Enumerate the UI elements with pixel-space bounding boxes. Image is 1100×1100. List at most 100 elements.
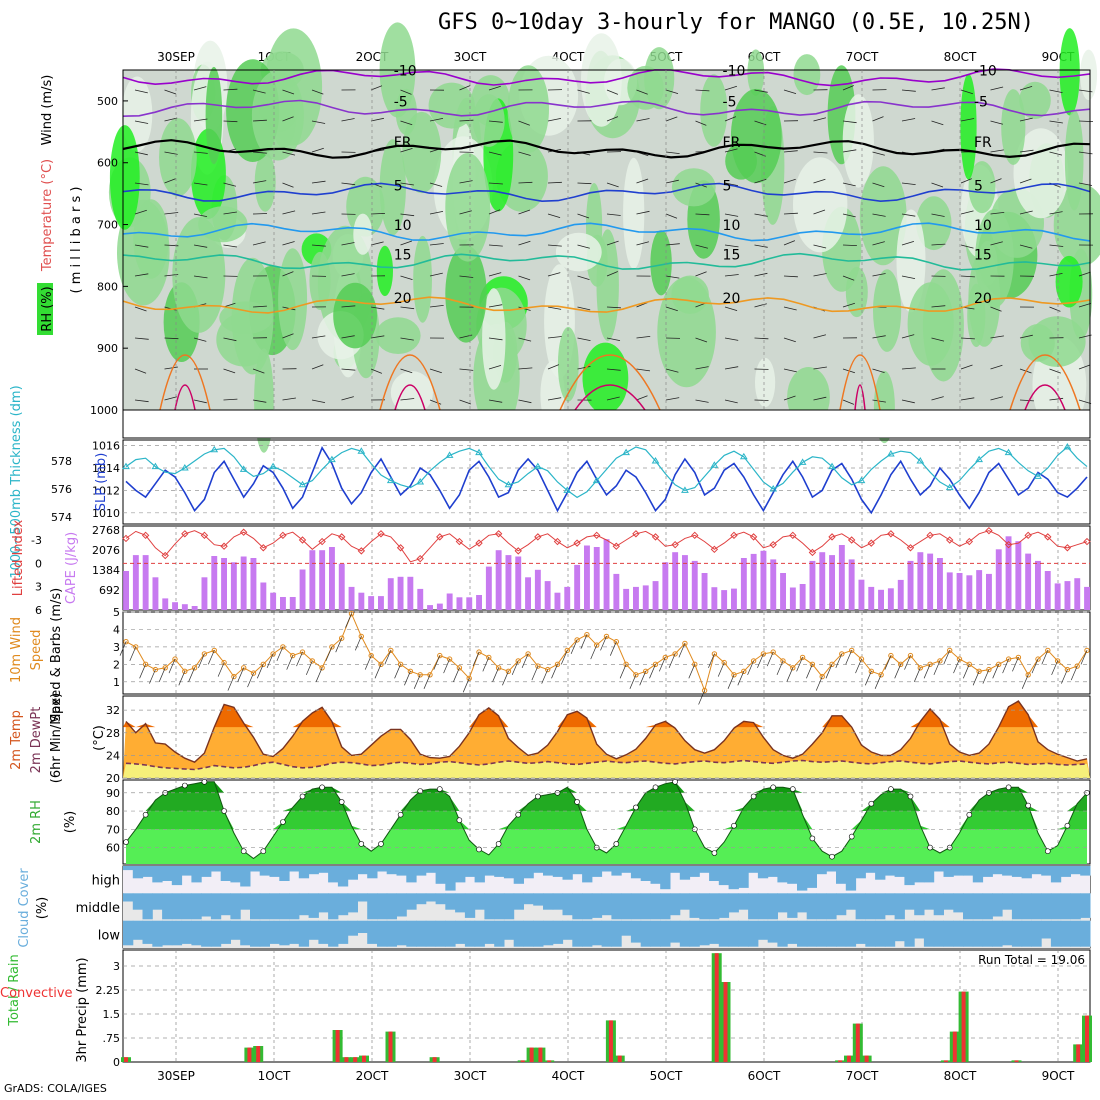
wind-barb-10m — [453, 667, 460, 682]
wind-speed-marker — [1054, 658, 1061, 664]
wind-barb — [400, 398, 415, 401]
rh-marker — [123, 839, 129, 845]
cloud-bar — [923, 920, 935, 947]
wind-barb — [429, 243, 444, 246]
rh-legend-label: RH (%) — [40, 286, 55, 331]
cloud-bar — [1070, 920, 1081, 947]
dewpoint-area — [123, 760, 1090, 778]
rh-shade — [413, 235, 432, 323]
thickness-marker — [386, 476, 395, 484]
thickness-tick: 576 — [51, 483, 72, 496]
rh-shade — [353, 213, 373, 255]
cloud-bar — [318, 866, 329, 873]
cloud-bar — [1080, 866, 1091, 876]
cape-bar — [554, 592, 561, 610]
li-marker — [259, 544, 267, 552]
cloud-bar — [728, 866, 739, 890]
cloud-bar — [572, 866, 583, 875]
precip-tick: 2.25 — [96, 984, 121, 997]
cape-bar — [691, 560, 698, 610]
cape-tick: 692 — [99, 584, 120, 597]
wind-barb-10m — [1080, 650, 1088, 665]
cloud-bar — [269, 893, 280, 920]
cloud-bar — [494, 893, 505, 920]
wind-speed-marker — [672, 651, 678, 657]
thickness-marker — [504, 480, 513, 488]
li-marker — [357, 547, 366, 555]
cloud-bar — [484, 893, 495, 920]
cloud-bar — [689, 866, 700, 877]
isotherm-label: -10 — [394, 63, 417, 79]
cape-bar — [662, 562, 669, 610]
rh-marker — [182, 782, 188, 789]
cape-bar — [603, 539, 610, 610]
cape-bar — [515, 556, 522, 610]
wind-barb — [370, 335, 385, 339]
wind-barb — [193, 275, 208, 279]
rh-shade — [582, 342, 629, 414]
wind-barb — [547, 244, 562, 247]
cloud-bar — [572, 920, 583, 947]
cloud-bar — [543, 893, 554, 910]
wind-barb-10m — [394, 664, 401, 679]
rh-shade — [231, 257, 274, 375]
thickness-marker — [122, 462, 130, 470]
rh-band — [126, 781, 1087, 793]
li-marker — [1024, 531, 1032, 540]
hot-contour — [174, 384, 196, 411]
wind-barb — [370, 368, 383, 374]
wind-barb — [311, 180, 326, 184]
cloud-bar — [670, 893, 681, 916]
li-marker — [632, 530, 640, 538]
wind-barb — [459, 275, 474, 278]
wind-barb — [193, 337, 207, 342]
cloud-bar — [1041, 920, 1052, 939]
wind-speed-marker — [1064, 666, 1071, 673]
wind-barb — [665, 116, 678, 122]
wind-barb — [783, 150, 798, 153]
cloud-bar — [630, 893, 642, 920]
cloud-bar — [992, 866, 1003, 875]
wind-barb — [1019, 334, 1033, 339]
li-marker — [396, 544, 405, 552]
cloud-bar — [836, 920, 847, 947]
precip-convective-bar — [256, 1046, 261, 1062]
isotherm-label: 15 — [394, 248, 412, 264]
cloud-bar — [601, 866, 612, 872]
cloud-bar — [562, 893, 573, 916]
cape-bar — [436, 603, 443, 610]
wind-speed-marker — [711, 651, 718, 657]
wind-speed-marker — [545, 666, 551, 673]
wind-barb — [547, 397, 562, 401]
wind-speed-marker — [613, 639, 619, 645]
wind-barb — [223, 120, 238, 123]
cape-bar — [956, 573, 963, 610]
wind-barb — [813, 244, 827, 249]
cloud-bar — [220, 893, 231, 916]
wind-barb — [547, 213, 561, 218]
wind-barb — [990, 120, 1003, 125]
wind-barb — [282, 89, 295, 95]
wind-barb — [282, 182, 294, 188]
li-tick: -3 — [31, 534, 42, 547]
wind-speed-marker — [191, 665, 198, 671]
precip-convective-bar — [1076, 1044, 1081, 1062]
wind-barb — [783, 306, 797, 311]
cloud-bar — [757, 893, 769, 920]
rh-tick: 60 — [106, 842, 120, 855]
cloud-bar — [201, 920, 212, 947]
wind-barb — [724, 85, 738, 91]
rh-marker — [299, 793, 306, 800]
cloud-bar — [240, 866, 251, 887]
wind-barb — [518, 275, 531, 281]
wind-speed-marker — [476, 649, 482, 655]
cloud-bar — [1060, 893, 1071, 920]
cloud-bar — [650, 893, 661, 920]
temp-hot-area — [123, 701, 1090, 728]
wind-barb — [223, 211, 237, 215]
cape-bar — [299, 569, 306, 610]
cape-bar — [162, 598, 169, 610]
li-marker — [730, 531, 738, 540]
cape-bar — [780, 573, 786, 610]
warm-contour — [379, 354, 441, 411]
